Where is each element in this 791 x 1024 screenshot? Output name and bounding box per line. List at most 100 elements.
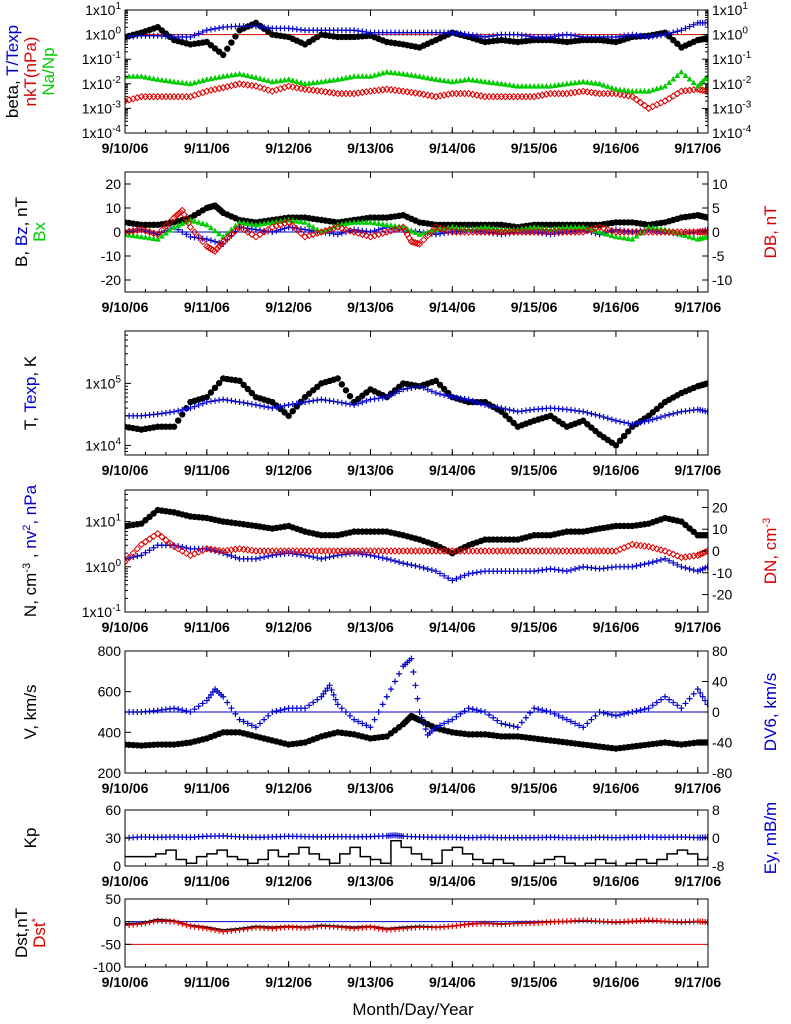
data-point <box>179 406 186 413</box>
data-point <box>612 442 620 449</box>
data-point <box>469 76 476 83</box>
data-point <box>506 81 513 88</box>
panel-Dst: -100 -50 0 50 9/10/06 9/11/06 9/12/06 9/13/06 9/… <box>12 891 721 990</box>
data-point <box>599 224 608 233</box>
data-point <box>342 709 349 715</box>
data-point <box>224 551 231 558</box>
data-point <box>224 45 231 52</box>
data-point <box>207 926 214 933</box>
data-point <box>306 702 313 709</box>
data-point <box>432 724 439 731</box>
data-point <box>375 925 382 932</box>
data-point <box>678 68 685 75</box>
data-point <box>674 28 681 35</box>
data-point <box>661 547 669 555</box>
x-tick-label: 9/16/06 <box>593 873 640 889</box>
data-point <box>379 701 386 708</box>
data-point <box>363 73 370 79</box>
data-point <box>314 554 321 561</box>
data-point <box>407 237 416 246</box>
data-point <box>347 712 354 719</box>
series-nkt <box>125 80 708 113</box>
data-point <box>490 225 497 231</box>
right-tick-label: 10 <box>712 521 728 537</box>
left-axis-label-line: B, Bz, nT <box>12 197 31 267</box>
panel-series <box>125 506 708 584</box>
right-tick-label: -10 <box>712 272 732 288</box>
data-point <box>621 234 628 241</box>
x-tick-label: 9/10/06 <box>102 780 149 796</box>
data-point <box>232 710 239 717</box>
data-point <box>600 81 607 88</box>
panel-series <box>125 202 708 255</box>
data-point <box>334 375 341 382</box>
data-point <box>686 565 693 572</box>
data-point <box>662 412 669 419</box>
data-point <box>449 78 456 85</box>
data-point <box>172 212 180 220</box>
data-point <box>207 245 215 253</box>
data-point <box>502 405 509 412</box>
data-point <box>346 392 354 400</box>
data-point <box>596 80 603 87</box>
data-point <box>146 74 153 81</box>
data-point <box>490 714 497 721</box>
data-point <box>494 404 501 411</box>
data-point <box>137 225 146 234</box>
data-point <box>261 76 268 83</box>
data-point <box>137 540 146 549</box>
data-point <box>150 235 157 241</box>
data-point <box>608 711 615 718</box>
data-point <box>318 396 325 403</box>
data-point <box>277 707 284 714</box>
data-point <box>674 72 681 78</box>
data-point <box>469 90 477 99</box>
data-point <box>209 246 217 254</box>
plot-frame <box>124 9 709 134</box>
data-point <box>415 240 424 248</box>
data-point <box>477 78 484 84</box>
left-tick-label: 1x101 <box>85 513 121 530</box>
data-point <box>149 229 158 237</box>
data-point <box>134 233 141 239</box>
data-point <box>297 79 304 86</box>
data-point <box>445 718 452 725</box>
left-tick-label: 50 <box>105 891 121 907</box>
data-point <box>531 224 538 230</box>
data-point <box>203 221 210 228</box>
panel-beta: 1x10-4 1x10-3 1x10-2 1x10-1 1x100 1x101 1x10-4… <box>3 1 752 156</box>
data-point <box>621 87 628 93</box>
data-point <box>190 228 199 236</box>
data-point <box>338 399 345 406</box>
data-point <box>277 218 284 224</box>
data-point <box>696 86 704 94</box>
data-point <box>248 73 255 80</box>
data-point <box>416 73 423 79</box>
data-point <box>207 224 214 231</box>
data-point <box>334 399 341 406</box>
data-point <box>171 224 178 230</box>
data-point <box>257 75 264 82</box>
data-point <box>592 80 599 86</box>
data-point <box>449 577 456 584</box>
data-point <box>244 385 251 393</box>
data-point <box>408 655 415 662</box>
data-point <box>314 397 321 404</box>
data-point <box>162 409 169 416</box>
data-point <box>678 705 685 712</box>
data-point <box>273 218 280 225</box>
data-point <box>191 403 198 410</box>
data-point <box>682 25 689 32</box>
data-point <box>174 210 182 218</box>
data-point <box>174 417 182 424</box>
data-point <box>179 544 186 551</box>
data-point <box>704 532 708 539</box>
data-point <box>240 71 247 78</box>
data-point <box>392 390 399 397</box>
data-point <box>248 221 255 227</box>
data-point <box>551 710 558 717</box>
data-point <box>604 83 611 89</box>
data-point <box>261 716 268 723</box>
data-point <box>567 567 574 574</box>
panel-series <box>125 375 708 449</box>
